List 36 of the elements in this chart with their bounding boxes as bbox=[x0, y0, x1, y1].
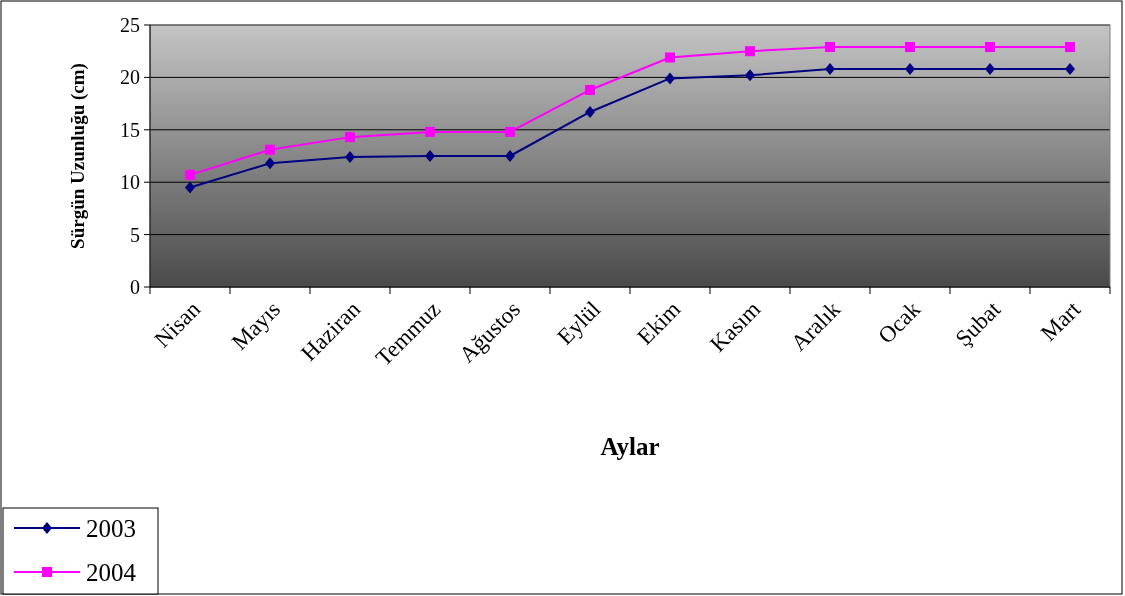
y-tick-label: 5 bbox=[130, 223, 140, 246]
point bbox=[1065, 63, 1075, 76]
point bbox=[1065, 42, 1075, 53]
point bbox=[345, 132, 355, 143]
y-tick-label: 25 bbox=[120, 14, 140, 36]
point bbox=[745, 69, 755, 82]
point bbox=[265, 144, 275, 155]
legend-label: 2004 bbox=[86, 558, 137, 586]
point bbox=[505, 126, 515, 137]
point bbox=[745, 46, 755, 57]
point bbox=[985, 42, 995, 53]
point bbox=[345, 151, 355, 164]
y-tick-label: 10 bbox=[120, 171, 140, 194]
point bbox=[185, 181, 195, 194]
y-axis-title: Sürgün Uzunluğu (cm) bbox=[67, 63, 89, 249]
point bbox=[425, 126, 435, 137]
point bbox=[265, 157, 275, 170]
point bbox=[585, 84, 595, 95]
point bbox=[425, 150, 435, 162]
y-tick-label: 15 bbox=[120, 118, 140, 141]
y-tick-label: 20 bbox=[120, 66, 140, 89]
point bbox=[905, 63, 915, 76]
point bbox=[665, 72, 675, 85]
point bbox=[825, 42, 835, 53]
point bbox=[665, 52, 675, 63]
point bbox=[825, 63, 835, 76]
point bbox=[585, 105, 595, 118]
y-tick-label: 0 bbox=[130, 276, 140, 298]
x-axis-title: Aylar bbox=[600, 433, 660, 460]
point bbox=[185, 169, 195, 180]
x-tick-label: Mart bbox=[1035, 296, 1086, 346]
legend-label: 2003 bbox=[86, 514, 136, 542]
x-tick-label: Ocak bbox=[873, 296, 926, 349]
point bbox=[505, 150, 515, 162]
point bbox=[905, 42, 915, 53]
point bbox=[985, 63, 995, 76]
